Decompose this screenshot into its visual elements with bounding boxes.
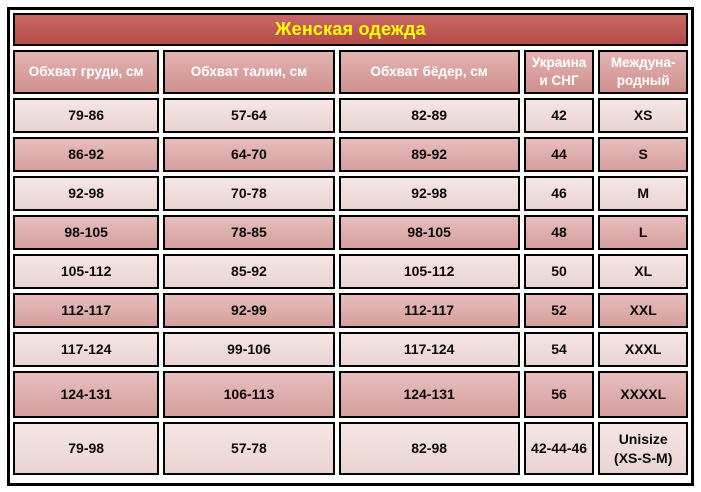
size-cell: 105-112 xyxy=(13,254,160,289)
header-cell-chest: Обхват груди, см xyxy=(13,50,160,94)
size-cell: 92-98 xyxy=(13,176,160,211)
size-cell: 92-99 xyxy=(163,293,335,328)
size-cell: S xyxy=(598,137,688,172)
size-cell: XL xyxy=(598,254,688,289)
size-cell: 79-86 xyxy=(13,98,160,133)
table-title-bar: Женская одежда xyxy=(13,13,688,46)
size-cell: 64-70 xyxy=(163,137,335,172)
size-cell: 78-85 xyxy=(163,215,335,250)
size-cell: 117-124 xyxy=(338,332,520,367)
size-chart-table: Женская одежда Обхват груди, см Обхват т… xyxy=(7,7,694,486)
size-cell: 124-131 xyxy=(338,371,520,418)
size-cell: 57-78 xyxy=(163,422,335,475)
size-cell: 98-105 xyxy=(338,215,520,250)
size-cell: Unisize (XS-S-M) xyxy=(598,422,688,475)
size-cell: 82-98 xyxy=(338,422,520,475)
size-cell: 82-89 xyxy=(338,98,520,133)
size-cell: XS xyxy=(598,98,688,133)
size-cell: 86-92 xyxy=(13,137,160,172)
size-cell: 48 xyxy=(523,215,595,250)
size-cell: 112-117 xyxy=(13,293,160,328)
size-cell: 117-124 xyxy=(13,332,160,367)
size-grid: Обхват груди, см Обхват талии, см Обхват… xyxy=(13,50,688,475)
size-cell: 106-113 xyxy=(163,371,335,418)
header-cell-international: Междуна- родный xyxy=(598,50,688,94)
header-cell-hips: Обхват бёдер, см xyxy=(338,50,520,94)
size-cell: 50 xyxy=(523,254,595,289)
size-cell: 92-98 xyxy=(338,176,520,211)
size-cell: 105-112 xyxy=(338,254,520,289)
size-cell: 46 xyxy=(523,176,595,211)
size-cell: M xyxy=(598,176,688,211)
size-cell: 54 xyxy=(523,332,595,367)
size-cell: 44 xyxy=(523,137,595,172)
size-cell: 85-92 xyxy=(163,254,335,289)
size-cell: 70-78 xyxy=(163,176,335,211)
size-cell: 89-92 xyxy=(338,137,520,172)
size-cell: XXL xyxy=(598,293,688,328)
size-cell: 56 xyxy=(523,371,595,418)
size-cell: 57-64 xyxy=(163,98,335,133)
size-cell: 112-117 xyxy=(338,293,520,328)
size-cell: XXXXL xyxy=(598,371,688,418)
size-cell: 52 xyxy=(523,293,595,328)
size-cell: L xyxy=(598,215,688,250)
header-cell-waist: Обхват талии, см xyxy=(163,50,335,94)
size-cell: XXXL xyxy=(598,332,688,367)
header-cell-ukraine-cis: Украина и СНГ xyxy=(523,50,595,94)
size-cell: 99-106 xyxy=(163,332,335,367)
size-cell: 98-105 xyxy=(13,215,160,250)
table-title: Женская одежда xyxy=(275,19,426,39)
size-cell: 42-44-46 xyxy=(523,422,595,475)
size-cell: 42 xyxy=(523,98,595,133)
size-cell: 124-131 xyxy=(13,371,160,418)
size-cell: 79-98 xyxy=(13,422,160,475)
